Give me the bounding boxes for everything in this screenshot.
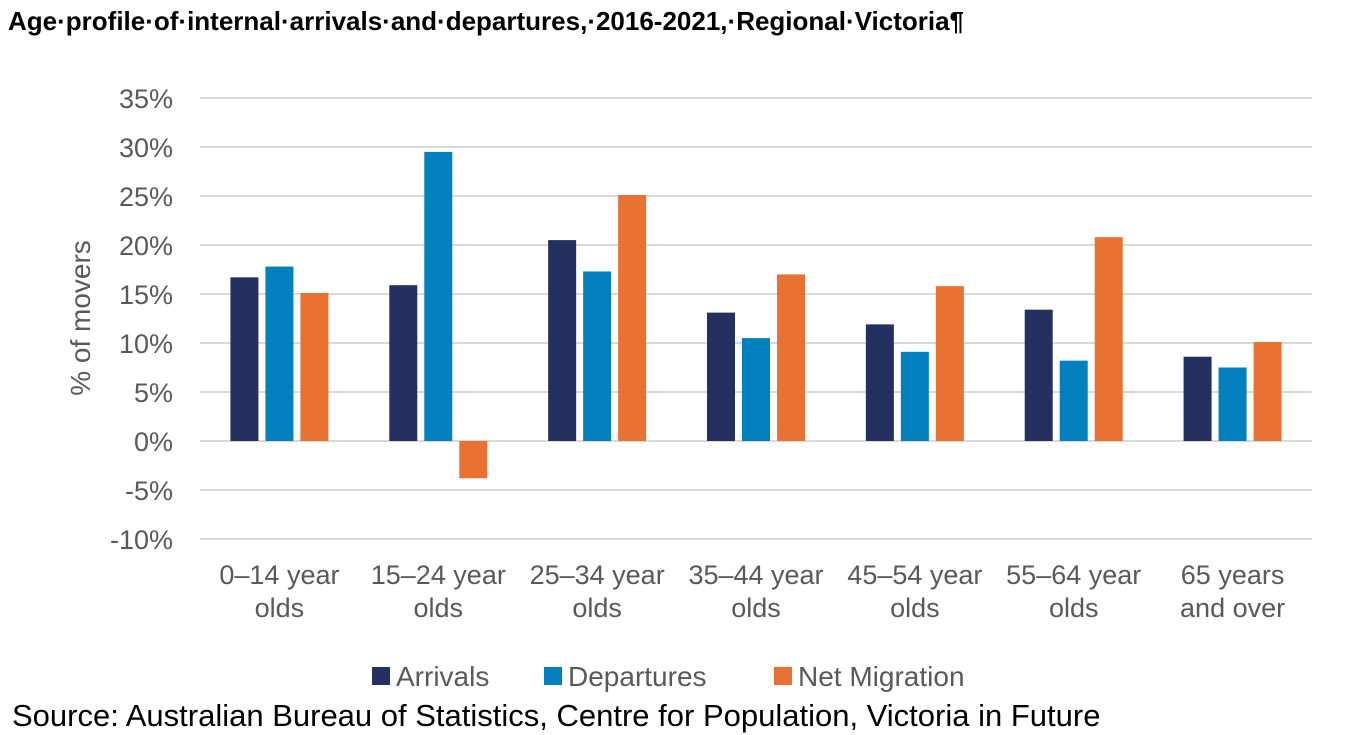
source-note: Source: Australian Bureau of Statistics,… xyxy=(12,698,1101,733)
y-tick-label: 35% xyxy=(119,84,173,114)
legend-label: Arrivals xyxy=(396,661,489,692)
gridlines xyxy=(200,97,1312,540)
bar-arrivals xyxy=(1183,356,1212,441)
y-axis-ticks: 35% 30% 25% 20% 15% 10% 5% 0% -5% -10% xyxy=(110,84,173,555)
y-tick-label: 10% xyxy=(119,329,173,359)
legend-label: Departures xyxy=(568,661,707,692)
y-tick-label: -5% xyxy=(125,476,173,506)
bar-arrivals xyxy=(1024,309,1053,441)
bar-net-migration xyxy=(1094,237,1123,441)
bar-arrivals xyxy=(707,312,735,441)
x-category-label: olds xyxy=(414,593,464,623)
bar-departures xyxy=(1059,360,1088,441)
y-tick-label: 30% xyxy=(119,133,173,163)
x-category-label: olds xyxy=(890,593,940,623)
y-tick-label: 15% xyxy=(119,280,173,310)
legend-swatch-net-migration xyxy=(774,667,792,685)
x-category-label: 15–24 year xyxy=(371,560,506,590)
x-category-label: 0–14 year xyxy=(219,560,339,590)
x-category-label: olds xyxy=(572,593,622,623)
bar-departures xyxy=(265,266,294,441)
x-category-label: 55–64 year xyxy=(1006,560,1141,590)
x-category-label: olds xyxy=(1049,593,1099,623)
bar-net-migration xyxy=(777,274,805,441)
bar-departures xyxy=(583,271,612,441)
bar-arrivals xyxy=(389,285,418,441)
x-category-label: 25–34 year xyxy=(530,560,665,590)
x-category-label: 35–44 year xyxy=(688,560,823,590)
bar-net-migration xyxy=(1253,342,1282,441)
bar-departures xyxy=(1218,367,1247,441)
y-tick-label: -10% xyxy=(110,525,173,555)
y-tick-label: 0% xyxy=(134,427,173,457)
y-tick-label: 20% xyxy=(119,231,173,261)
bar-departures xyxy=(742,338,770,441)
legend-label: Net Migration xyxy=(798,661,965,692)
bar-chart: 35% 30% 25% 20% 15% 10% 5% 0% -5% -10% % of mover… xyxy=(65,84,1312,692)
bar-departures xyxy=(900,351,929,441)
bar-net-migration xyxy=(300,293,329,441)
x-category-label: and over xyxy=(1180,593,1285,623)
bar-net-migration xyxy=(935,286,964,441)
y-tick-label: 5% xyxy=(134,378,173,408)
bar-net-migration xyxy=(459,441,488,479)
bar-arrivals xyxy=(230,277,259,441)
y-tick-label: 25% xyxy=(119,182,173,212)
chart-title: Age·profile·of·internal·arrivals·and·dep… xyxy=(8,6,964,36)
x-category-label: 65 years xyxy=(1181,560,1285,590)
y-axis-label: % of movers xyxy=(65,240,96,396)
bar-departures xyxy=(424,151,453,441)
bar-arrivals xyxy=(865,324,894,441)
legend-swatch-arrivals xyxy=(372,667,390,685)
x-category-label: olds xyxy=(731,593,781,623)
legend: Arrivals Departures Net Migration xyxy=(372,661,965,692)
bar-net-migration xyxy=(618,195,647,441)
legend-swatch-departures xyxy=(544,667,562,685)
x-category-label: 45–54 year xyxy=(847,560,982,590)
x-category-label: olds xyxy=(255,593,305,623)
bars xyxy=(230,151,1282,479)
bar-arrivals xyxy=(548,240,577,441)
